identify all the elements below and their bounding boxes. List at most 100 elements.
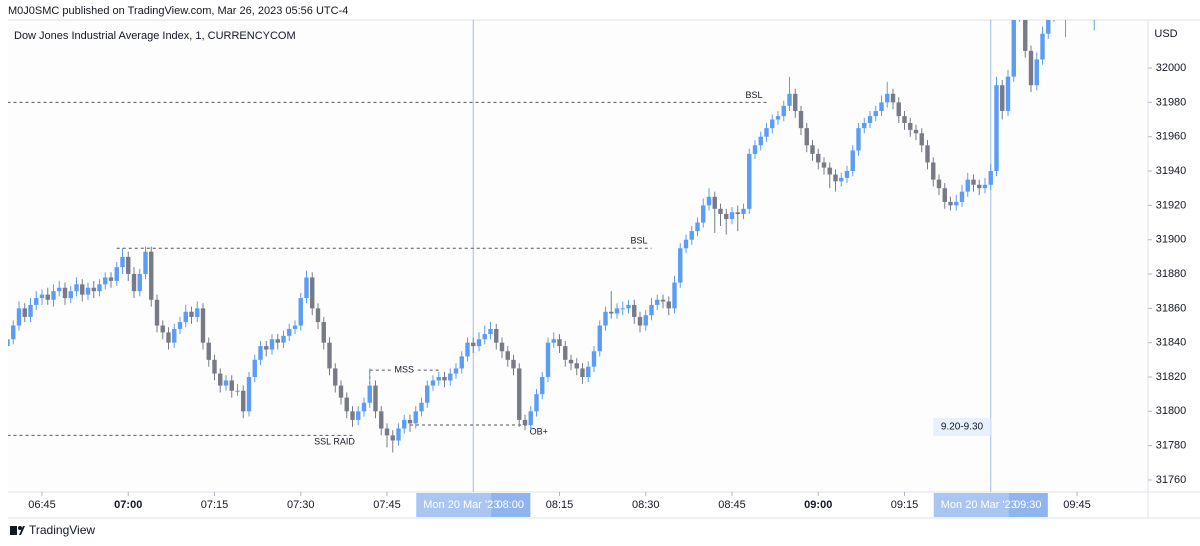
candle-body	[844, 171, 850, 178]
candle-body	[108, 277, 114, 281]
candle-body	[1040, 33, 1045, 60]
candle-body	[62, 287, 68, 299]
candle-body	[68, 291, 73, 299]
candle-body	[200, 308, 206, 343]
x-tick-label: 09:00	[804, 499, 832, 511]
candle-body	[568, 359, 574, 364]
candle-body	[494, 328, 499, 343]
candle-body	[218, 373, 223, 386]
candle-body	[954, 201, 959, 206]
candle-body	[453, 368, 459, 374]
candle-body	[310, 277, 315, 309]
candle-body	[752, 145, 758, 154]
x-tick-label: 07:15	[201, 499, 229, 511]
candle-body	[902, 116, 907, 123]
candle-body	[258, 346, 263, 360]
candle-body	[764, 128, 769, 137]
plot-area	[8, 20, 1148, 492]
candle-body	[511, 359, 516, 369]
candle-body	[971, 179, 976, 185]
candle-body	[459, 356, 464, 369]
candle-body	[80, 284, 85, 295]
y-tick-label: 31820	[1156, 371, 1187, 383]
x-tick-label: 06:45	[28, 499, 56, 511]
candle-body	[1034, 59, 1039, 86]
candle-body	[379, 411, 384, 429]
candle-body	[913, 129, 919, 134]
candle-body	[1005, 76, 1011, 111]
candle-body	[264, 346, 269, 350]
y-tick-label: 31800	[1156, 405, 1187, 417]
candle-body	[212, 359, 217, 374]
candle-body	[471, 342, 476, 347]
level-label: SSL RAID	[314, 437, 355, 447]
session-label: 9.20-9.30	[941, 422, 984, 433]
candle-body	[1028, 50, 1034, 86]
candle-body	[8, 339, 10, 347]
crosshair-time-box	[1008, 493, 1048, 517]
candle-body	[367, 385, 372, 403]
candle-body	[614, 308, 620, 314]
candle-body	[620, 308, 625, 310]
candle-body	[862, 122, 867, 129]
candle-body	[936, 179, 942, 189]
candle-body	[183, 311, 188, 323]
candle-body	[873, 110, 878, 117]
y-tick-label: 31860	[1156, 302, 1187, 314]
crosshair-time: 08:00	[496, 499, 524, 511]
candle-body	[120, 256, 125, 268]
candle-body	[166, 332, 171, 343]
y-tick-label: 31920	[1156, 199, 1187, 211]
candle-body	[729, 212, 735, 220]
candle-body	[1046, 20, 1051, 34]
x-tick-label: 07:30	[287, 499, 315, 511]
x-tick-label: 09:45	[1063, 499, 1091, 511]
currency: USD	[1154, 28, 1177, 40]
level-label: BSL	[745, 90, 762, 100]
candle-body	[131, 274, 137, 292]
candle-body	[574, 363, 579, 369]
candle-body	[833, 174, 838, 182]
candle-body	[154, 299, 160, 326]
candle-body	[931, 162, 936, 180]
candle-body	[735, 212, 740, 214]
candle-body	[11, 325, 16, 340]
candle-body	[522, 419, 528, 426]
candle-body	[867, 116, 873, 123]
candle-body	[172, 328, 177, 343]
candle-body	[1000, 85, 1005, 111]
candle-body	[534, 394, 539, 412]
candle-body	[660, 299, 666, 302]
header: M0J0SMC published on TradingView.com, Ma…	[8, 5, 348, 17]
candle-body	[798, 110, 804, 129]
candle-body	[528, 411, 533, 426]
x-tick-label: 08:15	[546, 499, 574, 511]
candle-body	[34, 298, 39, 305]
candle-body	[672, 282, 677, 309]
candle-body	[816, 153, 821, 163]
candle-body	[965, 179, 970, 192]
candle-body	[896, 102, 901, 117]
candle-body	[189, 311, 194, 317]
candle-body	[465, 342, 470, 357]
level-label: OB+	[530, 426, 548, 436]
candle-body	[246, 377, 252, 412]
candle-body	[448, 373, 453, 381]
candle-body	[321, 322, 326, 343]
y-tick-label: 31960	[1156, 131, 1187, 143]
candle-body	[637, 316, 643, 326]
chart-title: Dow Jones Industrial Average Index, 1, C…	[14, 30, 296, 42]
candle-body	[177, 322, 183, 329]
candle-body	[988, 171, 993, 185]
candle-body	[413, 411, 418, 424]
candle-body	[384, 428, 390, 436]
candle-body	[390, 435, 395, 441]
candle-body	[701, 205, 706, 223]
candle-body	[747, 153, 752, 209]
candle-body	[298, 298, 303, 326]
candle-body	[74, 284, 79, 292]
label-bg	[392, 364, 417, 377]
candle-body	[683, 239, 689, 249]
candle-body	[977, 184, 982, 189]
candle-body	[51, 291, 56, 300]
